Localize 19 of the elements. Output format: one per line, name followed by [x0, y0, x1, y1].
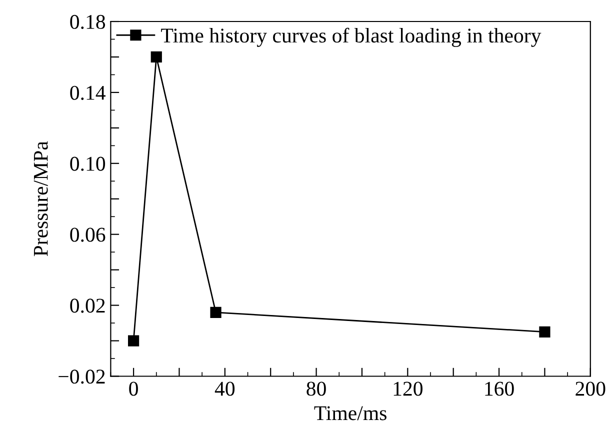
y-axis-title: Pressure/MPa [34, 141, 48, 256]
y-tick-label: 0.10 [70, 156, 106, 171]
x-tick-label: 80 [306, 382, 326, 396]
y-tick-label: 0.02 [70, 298, 105, 313]
point [210, 306, 222, 318]
x-tick-label: 0 [129, 382, 138, 396]
point [539, 326, 550, 338]
y-tick-label: 0.14 [70, 86, 106, 100]
y-tick-label: 0.18 [70, 14, 106, 30]
x-tick-label: 40 [214, 382, 235, 396]
x-tick-label: 160 [485, 382, 514, 396]
y-tick-label: −0.02 [58, 370, 105, 384]
point [150, 51, 162, 63]
x-tick-label: 120 [394, 382, 422, 396]
legend-label: Time history curves of blast loading in theory [161, 28, 542, 47]
y-tick-label: 0.06 [70, 228, 106, 242]
point [128, 335, 140, 346]
x-tick-label: 200 [576, 382, 606, 396]
x-axis-title: Time/ms [314, 406, 386, 420]
